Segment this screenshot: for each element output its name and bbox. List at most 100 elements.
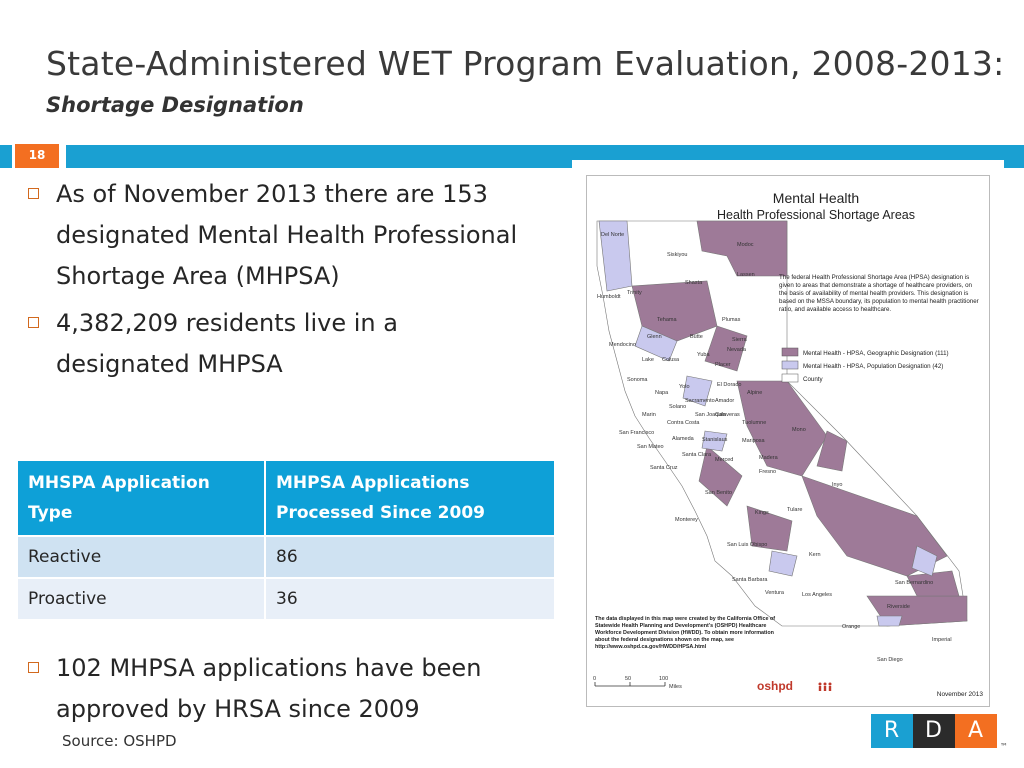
scale-bar: 0 50 100 Miles — [593, 676, 682, 690]
applications-table: MHSPA Application Type MHPSA Application… — [18, 461, 554, 619]
county-label: Los Angeles — [802, 592, 832, 598]
scale-unit: Miles — [669, 684, 682, 690]
county-label: San Diego — [877, 657, 903, 663]
accent-bar-left — [0, 145, 12, 168]
county-label: Humboldt — [597, 294, 621, 300]
county-label: Del Norte — [601, 232, 624, 238]
county-label: Kern — [809, 552, 821, 558]
county-label: Yolo — [679, 384, 690, 390]
map-description: The federal Health Professional Shortage… — [779, 274, 979, 313]
county-label: Stanislaus — [702, 437, 728, 443]
county-label: Alameda — [672, 436, 695, 442]
county-label: Shasta — [685, 280, 703, 286]
county-label: Santa Clara — [682, 452, 712, 458]
county-label: Lassen — [737, 272, 755, 278]
logo-letter: R — [871, 714, 913, 748]
county-label: Sierra — [732, 337, 748, 343]
county-label: Inyo — [832, 482, 842, 488]
bullet-item: 102 MHPSA applications have been approve… — [22, 648, 542, 730]
county-label: Marin — [642, 412, 656, 418]
county-label: Napa — [655, 390, 669, 396]
slide-title: State-Administered WET Program Evaluatio… — [46, 44, 1005, 83]
scale-label: 0 — [593, 676, 596, 682]
county-label: Placer — [715, 362, 731, 368]
county-label: Monterey — [675, 517, 698, 523]
slide-number: 18 — [15, 144, 59, 168]
table-header: MHSPA Application Type — [18, 461, 265, 536]
legend-swatch — [781, 373, 799, 383]
county-label: Alpine — [747, 390, 762, 396]
legend-label: Mental Health - HPSA, Geographic Designa… — [803, 350, 949, 357]
logo-letter: D — [913, 714, 955, 748]
county-label: Solano — [669, 404, 686, 410]
county-label: Ventura — [765, 590, 785, 596]
bullet-list-top: As of November 2013 there are 153 design… — [22, 174, 522, 391]
county-label: Calaveras — [715, 412, 740, 418]
county-label: San Bernardino — [895, 580, 933, 586]
legend-label: Mental Health - HPSA, Population Designa… — [803, 363, 943, 370]
county-label: Nevada — [727, 347, 747, 353]
bullet-text: 102 MHPSA applications have been approve… — [56, 654, 482, 723]
bullet-item: As of November 2013 there are 153 design… — [22, 174, 522, 297]
people-icon — [818, 682, 832, 691]
table-cell: Proactive — [18, 577, 265, 619]
county-label: Sacramento — [685, 398, 715, 404]
square-bullet-icon — [28, 317, 39, 328]
county-label: Colusa — [662, 357, 680, 363]
county-label: San Benito — [705, 490, 732, 496]
slide-subtitle: Shortage Designation — [46, 93, 304, 117]
bullet-text: 4,382,209 residents live in a designated… — [56, 309, 398, 378]
county-label: Santa Barbara — [732, 577, 768, 583]
trademark-mark: ™ — [1000, 742, 1008, 751]
source-note: Source: OSHPD — [62, 732, 177, 750]
county-label: Riverside — [887, 604, 910, 610]
table-header-row: MHSPA Application Type MHPSA Application… — [18, 461, 554, 536]
county-label: Modoc — [737, 242, 754, 248]
county-label: Sonoma — [627, 377, 648, 383]
county-label: San Mateo — [637, 444, 664, 450]
table-header: MHPSA Applications Processed Since 2009 — [264, 461, 554, 536]
county-label: Kings — [755, 510, 769, 516]
oshpd-logo: oshpd — [757, 679, 793, 693]
county-label: San Francisco — [619, 430, 654, 436]
county-label: Imperial — [932, 637, 952, 643]
rda-logo: R D A — [871, 714, 997, 748]
county-label: Tuolumne — [742, 420, 766, 426]
logo-letter: A — [955, 714, 997, 748]
square-bullet-icon — [28, 188, 39, 199]
bullet-list-bottom: 102 MHPSA applications have been approve… — [22, 648, 542, 736]
county-label: El Dorado — [717, 382, 741, 388]
california-map-shape — [596, 220, 968, 627]
map-subtitle: Health Professional Shortage Areas — [717, 208, 915, 222]
map-date: November 2013 — [937, 691, 984, 698]
table-cell: 86 — [264, 535, 554, 578]
county-label: Mendocino — [609, 342, 636, 348]
county-label: Siskiyou — [667, 252, 687, 258]
bullet-item: 4,382,209 residents live in a designated… — [22, 303, 522, 385]
scale-label: 100 — [659, 676, 668, 682]
scale-label: 50 — [625, 676, 631, 682]
legend-swatch — [781, 360, 799, 370]
map-note: The data displayed in this map were crea… — [595, 616, 776, 650]
table-row: Proactive 36 — [18, 577, 554, 619]
county-label: Glenn — [647, 334, 662, 340]
county-label: San Luis Obispo — [727, 542, 767, 548]
county-label: Tulare — [787, 507, 802, 513]
county-label: Madera — [759, 455, 779, 461]
bullet-text: As of November 2013 there are 153 design… — [56, 180, 518, 290]
county-label: Mono — [792, 427, 806, 433]
county-label: Trinity — [627, 290, 642, 296]
table-row: Reactive 86 — [18, 535, 554, 578]
table-cell: Reactive — [18, 535, 265, 578]
county-label: Santa Cruz — [650, 465, 678, 471]
county-label: Tehama — [657, 317, 678, 323]
county-label: Mariposa — [742, 438, 766, 444]
legend-label: County — [803, 376, 824, 383]
county-label: Orange — [842, 624, 860, 630]
county-label: Contra Costa — [667, 420, 700, 426]
county-label: Amador — [715, 398, 734, 404]
county-label: Lake — [642, 357, 654, 363]
county-label: Plumas — [722, 317, 741, 323]
table-cell: 36 — [264, 577, 554, 619]
county-label: San Joaquin — [695, 412, 726, 418]
